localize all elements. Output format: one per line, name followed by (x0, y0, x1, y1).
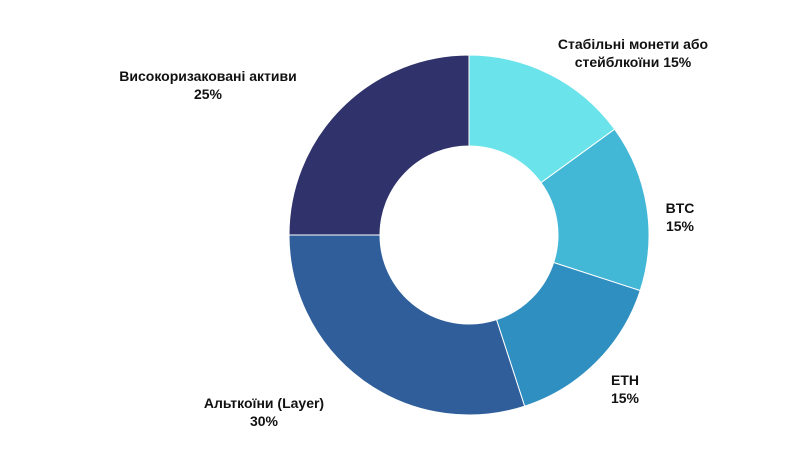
slice-label-4: Високоризаковані активи 25% (119, 68, 296, 102)
slice-label-0-line-1: стейблкоїни 15% (575, 54, 692, 70)
slice-label-2-line-0: ETH (611, 372, 639, 388)
slice-label-2-line-1: 15% (611, 390, 640, 406)
slice-label-3: Альткоїни (Layer) 30% (204, 395, 324, 429)
slice-labels: Стабільні монети або стейблкоїни 15% BTC 15… (119, 36, 708, 429)
slice-label-3-line-0: Альткоїни (Layer) (204, 395, 324, 411)
slice-label-0-line-0: Стабільні монети або (558, 36, 708, 52)
slice-3 (288, 234, 526, 416)
slice-label-0: Стабільні монети або стейблкоїни 15% (558, 36, 708, 70)
slice-label-4-line-1: 25% (194, 86, 223, 102)
slice-label-1-line-1: 15% (666, 218, 695, 234)
slice-2 (495, 261, 641, 407)
slice-label-1: BTC 15% (666, 200, 695, 234)
slice-label-4-line-0: Високоризаковані активи (119, 68, 296, 84)
slice-label-1-line-0: BTC (666, 200, 695, 216)
slice-label-3-line-1: 30% (250, 413, 279, 429)
slice-0 (468, 54, 616, 184)
slice-4 (288, 54, 470, 236)
slice-1 (540, 128, 650, 292)
slice-label-2: ETH 15% (611, 372, 640, 406)
donut-slices (288, 54, 650, 416)
